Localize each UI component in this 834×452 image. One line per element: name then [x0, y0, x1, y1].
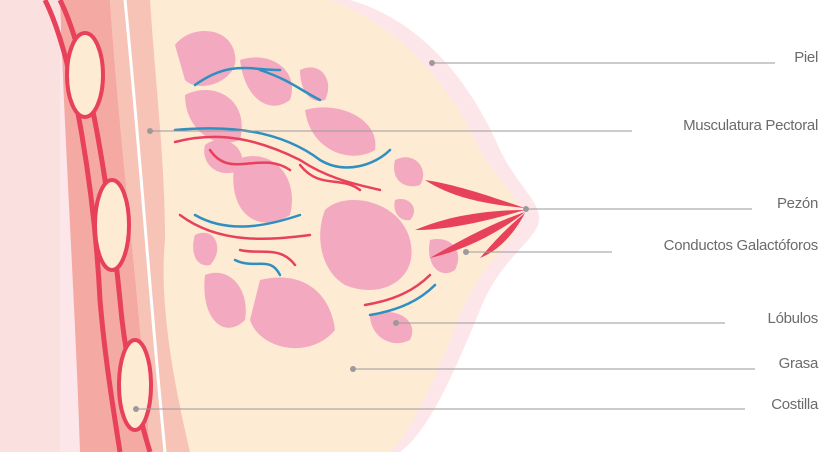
- leader-dot: [133, 406, 139, 412]
- labels: Piel Musculatura Pectoral Pezón Conducto…: [664, 49, 819, 413]
- label: Musculatura Pectoral: [683, 117, 818, 134]
- label: Piel: [794, 49, 818, 66]
- leader-dot: [147, 128, 153, 134]
- leader-dot: [350, 366, 356, 372]
- leader-dot: [523, 206, 529, 212]
- leader-dot: [463, 249, 469, 255]
- label: Costilla: [771, 396, 819, 413]
- label: Conductos Galactóforos: [664, 237, 818, 254]
- leader-dot: [393, 320, 399, 326]
- illustration: [0, 0, 539, 452]
- label: Pezón: [777, 195, 818, 212]
- label: Grasa: [779, 355, 819, 372]
- breast-anatomy-diagram: Piel Musculatura Pectoral Pezón Conducto…: [0, 0, 834, 452]
- leader-dot: [429, 60, 435, 66]
- label: Lóbulos: [768, 310, 818, 327]
